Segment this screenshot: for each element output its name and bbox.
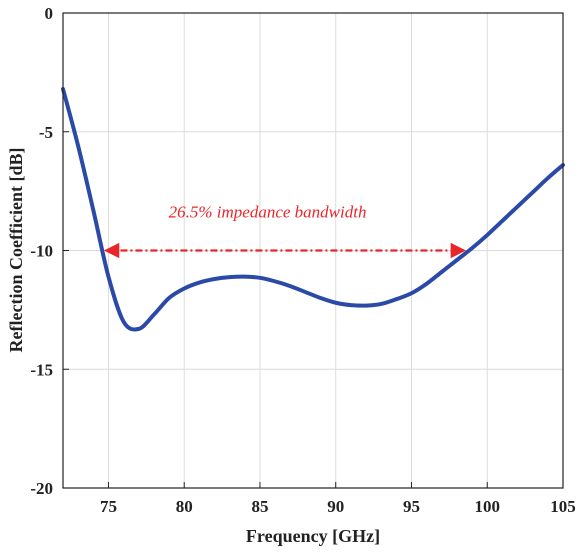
tick-labels: 75 80 85 90 95 100 105 0 -5 -10 -15 -20 [30, 4, 575, 516]
x-tick-label: 80 [176, 497, 193, 516]
y-tick-label: -15 [30, 360, 53, 379]
plot-frame [62, 12, 564, 489]
y-tick-label: 0 [45, 4, 54, 23]
y-tick-label: -20 [30, 479, 53, 498]
x-tick-label: 95 [403, 497, 420, 516]
x-tick-label: 100 [474, 497, 500, 516]
x-tick-label: 75 [100, 497, 117, 516]
y-axis-label: Reflection Coefficient [dB] [6, 148, 26, 353]
x-tick-label: 85 [251, 497, 268, 516]
bandwidth-annotation: 26.5% impedance bandwidth [169, 202, 367, 221]
x-axis-label: Frequency [GHz] [246, 526, 380, 546]
y-tick-label: -5 [39, 123, 53, 142]
x-tick-label: 90 [327, 497, 344, 516]
series-line [61, 87, 565, 332]
x-tick-label: 105 [550, 497, 576, 516]
y-tick-label: -10 [30, 242, 53, 261]
